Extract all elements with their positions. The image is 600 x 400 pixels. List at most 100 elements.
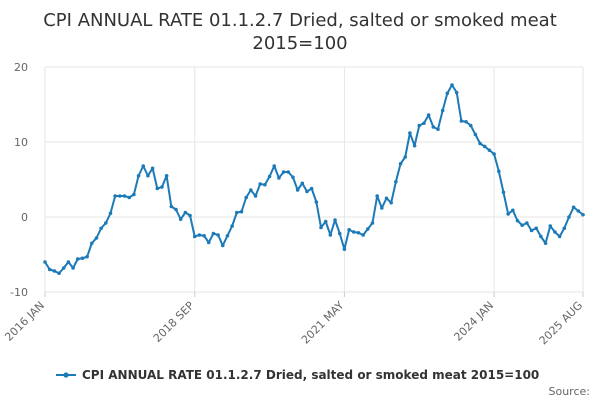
data-point[interactable] xyxy=(576,209,581,213)
data-point[interactable] xyxy=(188,213,192,218)
data-point[interactable] xyxy=(136,173,141,178)
data-point[interactable] xyxy=(328,233,333,237)
data-point[interactable] xyxy=(43,260,47,264)
data-point[interactable] xyxy=(473,132,478,137)
data-point[interactable] xyxy=(319,225,323,230)
data-point[interactable] xyxy=(394,179,398,184)
data-point[interactable] xyxy=(539,234,543,239)
data-point[interactable] xyxy=(525,221,529,225)
data-point[interactable] xyxy=(333,218,337,222)
data-point[interactable] xyxy=(464,119,468,124)
data-point[interactable] xyxy=(118,194,122,198)
data-point[interactable] xyxy=(71,266,75,270)
data-point[interactable] xyxy=(295,188,300,192)
data-point[interactable] xyxy=(562,226,567,231)
data-point[interactable] xyxy=(220,243,225,248)
data-point[interactable] xyxy=(192,234,197,239)
data-point[interactable] xyxy=(206,240,211,245)
data-point[interactable] xyxy=(225,233,230,238)
data-point[interactable] xyxy=(384,196,389,201)
data-point[interactable] xyxy=(403,155,408,159)
data-point[interactable] xyxy=(356,230,361,235)
data-point[interactable] xyxy=(216,233,220,237)
data-point[interactable] xyxy=(511,208,515,213)
data-point[interactable] xyxy=(487,148,492,153)
data-point[interactable] xyxy=(277,176,281,180)
data-point[interactable] xyxy=(422,121,426,126)
data-point[interactable] xyxy=(440,108,445,113)
data-point[interactable] xyxy=(57,271,61,276)
data-point[interactable] xyxy=(314,200,319,204)
data-point[interactable] xyxy=(164,173,169,178)
data-point[interactable] xyxy=(436,127,440,132)
data-point[interactable] xyxy=(347,227,351,232)
data-point[interactable] xyxy=(417,123,422,128)
data-point[interactable] xyxy=(122,194,127,198)
data-point[interactable] xyxy=(281,170,286,174)
data-point[interactable] xyxy=(99,226,103,231)
legend[interactable]: CPI ANNUAL RATE 01.1.2.7 Dried, salted o… xyxy=(56,368,539,382)
data-point[interactable] xyxy=(520,223,524,228)
data-point[interactable] xyxy=(202,233,206,238)
data-point[interactable] xyxy=(342,247,347,252)
data-point[interactable] xyxy=(211,231,216,236)
data-point[interactable] xyxy=(496,169,501,174)
data-point[interactable] xyxy=(291,175,295,180)
data-point[interactable] xyxy=(108,211,113,216)
data-point[interactable] xyxy=(450,83,454,87)
data-point[interactable] xyxy=(244,195,248,200)
data-point[interactable] xyxy=(412,143,417,148)
data-point[interactable] xyxy=(174,207,178,212)
data-point[interactable] xyxy=(286,170,291,174)
data-point[interactable] xyxy=(445,91,450,96)
data-point[interactable] xyxy=(492,152,496,156)
data-point[interactable] xyxy=(478,141,482,146)
data-point[interactable] xyxy=(305,189,309,194)
data-point[interactable] xyxy=(104,221,108,225)
data-point[interactable] xyxy=(468,123,473,128)
data-point[interactable] xyxy=(408,131,412,135)
data-point[interactable] xyxy=(150,166,155,171)
data-point[interactable] xyxy=(375,194,379,198)
data-point[interactable] xyxy=(323,219,328,224)
data-point[interactable] xyxy=(459,119,464,123)
data-point[interactable] xyxy=(361,233,365,237)
data-point[interactable] xyxy=(160,185,164,189)
data-point[interactable] xyxy=(548,224,553,228)
data-point[interactable] xyxy=(239,209,244,214)
data-point[interactable] xyxy=(267,174,272,179)
data-point[interactable] xyxy=(197,233,202,237)
data-point[interactable] xyxy=(258,182,263,186)
data-point[interactable] xyxy=(309,186,314,191)
data-point[interactable] xyxy=(557,234,562,239)
data-point[interactable] xyxy=(431,125,436,129)
data-point[interactable] xyxy=(272,164,277,168)
data-point[interactable] xyxy=(183,210,188,215)
data-point[interactable] xyxy=(169,204,174,209)
data-point[interactable] xyxy=(85,254,89,259)
data-point[interactable] xyxy=(380,206,384,210)
data-point[interactable] xyxy=(529,228,534,233)
data-point[interactable] xyxy=(146,173,150,178)
data-point[interactable] xyxy=(66,260,71,264)
data-point[interactable] xyxy=(351,230,356,234)
data-point[interactable] xyxy=(52,269,57,273)
data-point[interactable] xyxy=(132,192,136,197)
data-point[interactable] xyxy=(501,190,506,195)
data-point[interactable] xyxy=(300,181,305,186)
data-point[interactable] xyxy=(426,113,431,117)
data-point[interactable] xyxy=(230,224,234,228)
data-point[interactable] xyxy=(249,188,253,192)
data-point[interactable] xyxy=(482,144,487,149)
data-point[interactable] xyxy=(389,200,393,205)
data-point[interactable] xyxy=(366,227,370,231)
data-point[interactable] xyxy=(337,231,342,236)
data-point[interactable] xyxy=(263,182,267,187)
data-point[interactable] xyxy=(506,212,510,216)
data-point[interactable] xyxy=(253,194,258,198)
data-point[interactable] xyxy=(553,230,557,234)
data-point[interactable] xyxy=(567,215,571,219)
data-point[interactable] xyxy=(61,266,66,270)
data-point[interactable] xyxy=(398,161,403,166)
data-point[interactable] xyxy=(235,210,239,215)
